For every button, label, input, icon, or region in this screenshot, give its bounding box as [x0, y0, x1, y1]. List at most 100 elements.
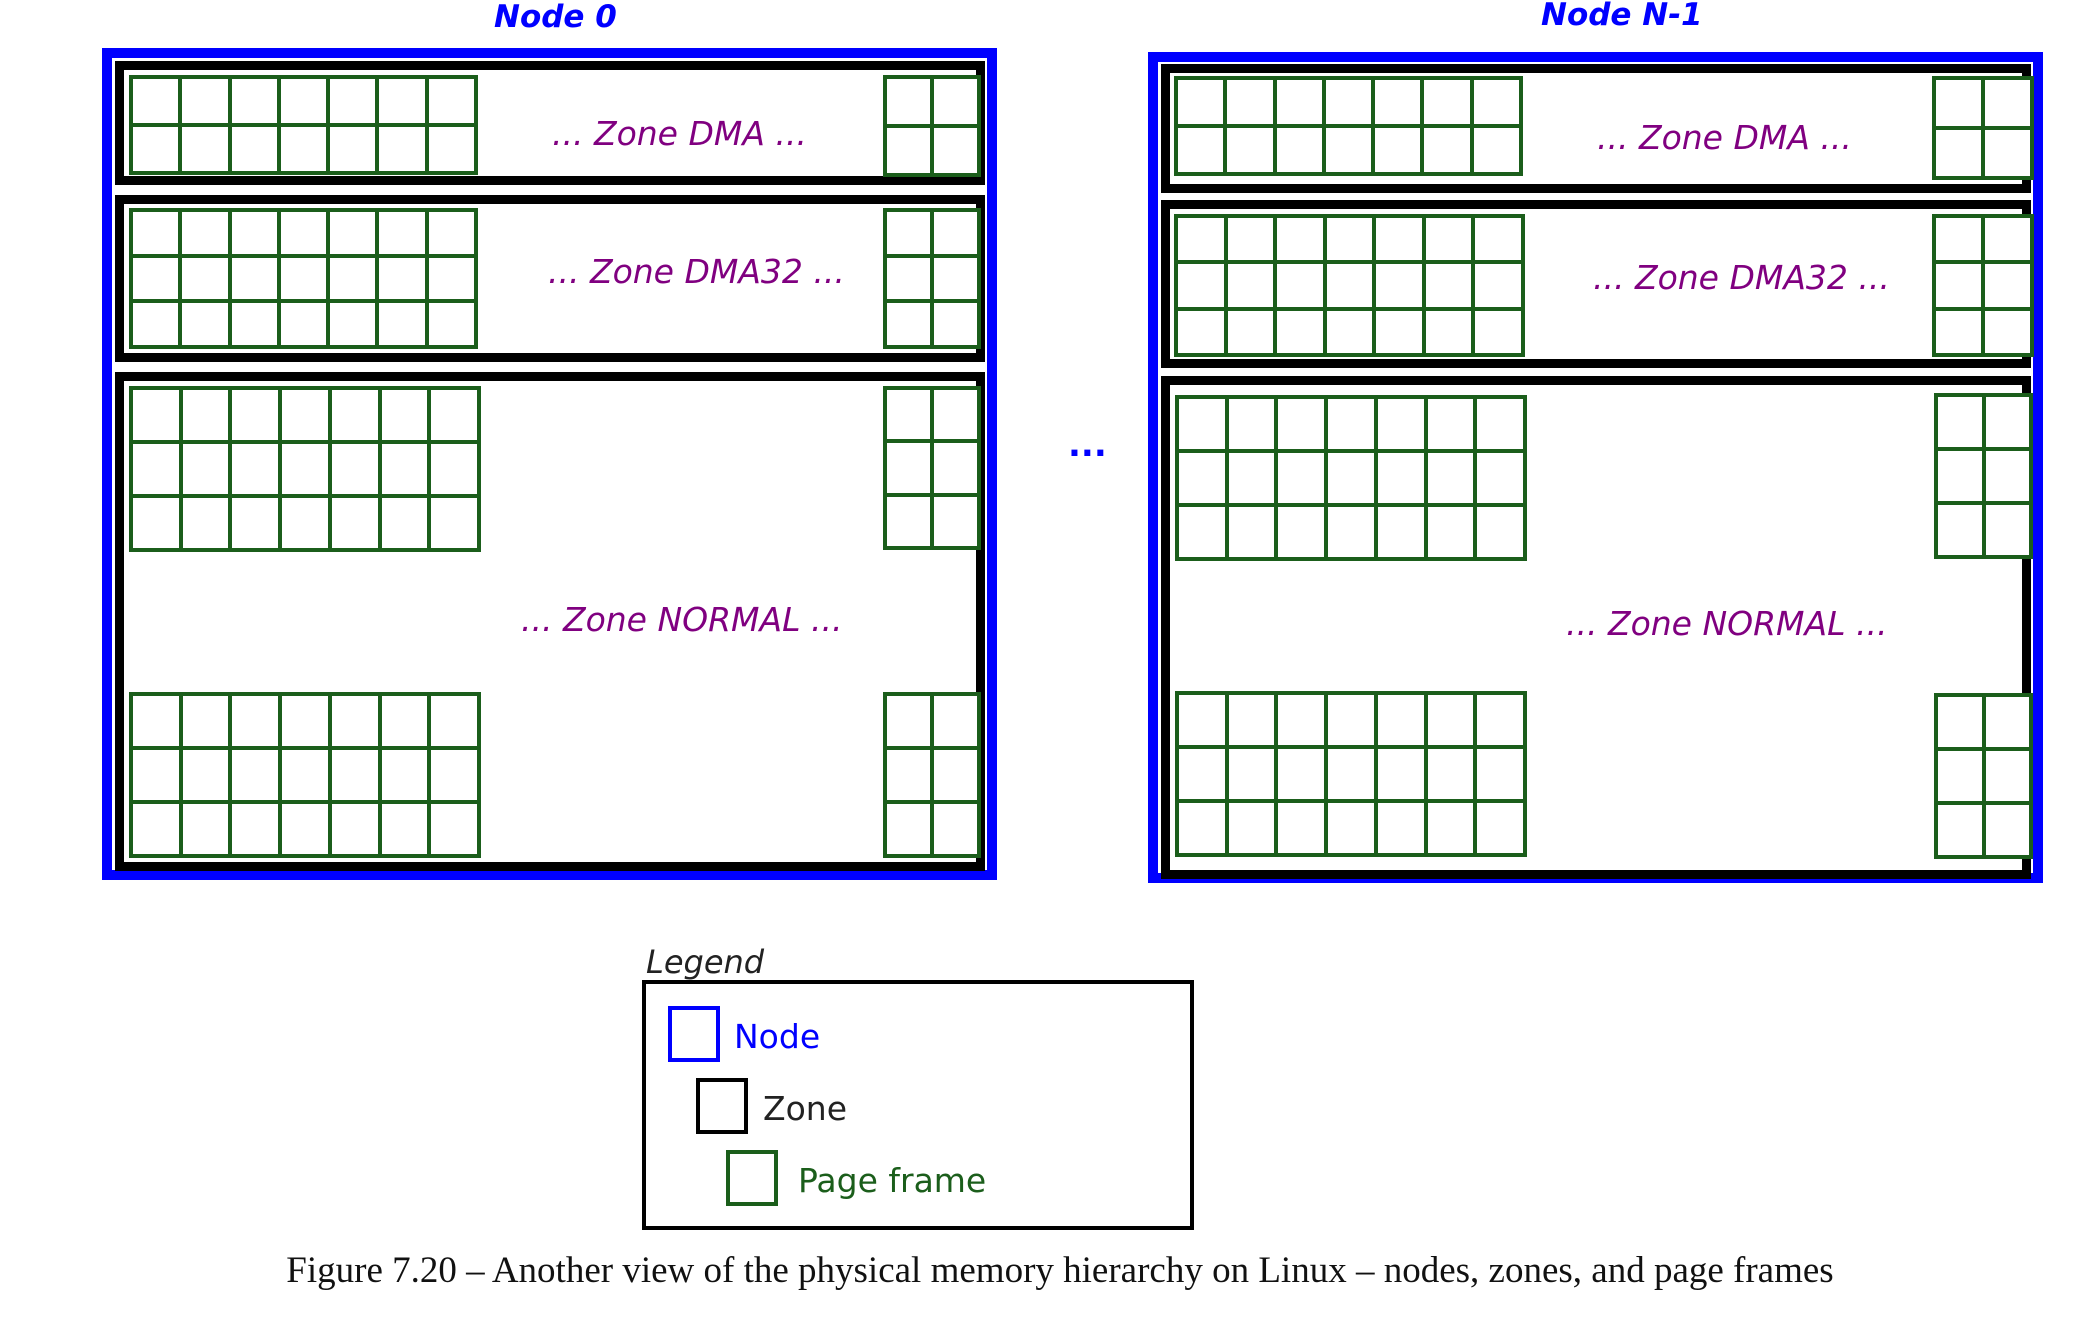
page-frame — [1275, 308, 1325, 355]
page-frame — [426, 255, 476, 302]
page-frame — [1983, 449, 2031, 503]
figure-caption: Figure 7.20 – Another view of the physic… — [286, 1250, 1834, 1291]
page-frame — [377, 210, 427, 256]
node-title: Node 0 — [494, 0, 617, 35]
page-frame — [379, 748, 430, 802]
zone-box-dma: ... Zone DMA ... — [1161, 64, 2034, 193]
page-frame — [1936, 503, 1984, 557]
page-frame — [1176, 216, 1226, 263]
page-frame — [1276, 451, 1327, 505]
page-frame — [278, 77, 329, 125]
page-frame — [1375, 451, 1426, 505]
node-title: Node N-1 — [1541, 0, 1703, 33]
page-frame — [1226, 505, 1277, 559]
page-frame — [1934, 216, 1983, 263]
page-frame — [1934, 262, 1983, 309]
zone-label: ... Zone DMA32 ... — [1593, 258, 1890, 297]
page-frame — [426, 301, 476, 347]
page-frame — [180, 301, 230, 347]
page-frame — [180, 125, 230, 173]
page-frame-grid — [1932, 76, 2034, 180]
page-frame — [1225, 126, 1275, 174]
page-frame — [1326, 747, 1376, 801]
page-frame-grid — [1175, 691, 1527, 857]
page-frame — [932, 77, 979, 126]
page-frame — [1177, 801, 1227, 855]
page-frame — [932, 748, 979, 802]
page-frame — [1324, 262, 1375, 309]
node-box: ... Zone DMA ... ... Zone DMA32 ... ... … — [1148, 52, 2043, 883]
page-frame — [1177, 397, 1227, 451]
page-frame — [131, 442, 181, 496]
page-frame — [1226, 451, 1277, 505]
page-frame — [131, 496, 181, 550]
page-frame — [131, 255, 181, 302]
page-frame — [1176, 262, 1226, 309]
page-frame-grid — [883, 386, 981, 550]
page-frame — [1983, 78, 2032, 128]
page-frame — [377, 255, 427, 302]
page-frame — [229, 125, 279, 173]
page-frame — [379, 694, 430, 748]
zone-box-dma32: ... Zone DMA32 ... — [1161, 200, 2034, 368]
page-frame — [885, 255, 932, 302]
page-frame — [932, 210, 979, 256]
zone-label: ... Zone DMA ... — [552, 114, 807, 153]
page-frame — [1177, 505, 1227, 559]
page-frame — [329, 748, 380, 802]
page-frame-grid — [883, 692, 981, 858]
zone-label: ... Zone DMA ... — [1597, 118, 1852, 157]
page-frame — [280, 694, 330, 748]
page-frame — [1936, 803, 1984, 857]
page-frame — [932, 802, 979, 856]
legend-label-page-frame: Page frame — [798, 1161, 987, 1200]
page-frame — [328, 77, 378, 125]
page-frame — [1936, 449, 1984, 503]
page-frame — [280, 496, 330, 550]
page-frame — [1375, 505, 1426, 559]
page-frame — [1983, 262, 2032, 309]
page-frame — [131, 210, 181, 256]
page-frame — [131, 125, 181, 173]
page-frame-grid — [129, 386, 481, 552]
zone-box-dma: ... Zone DMA ... — [115, 61, 985, 185]
page-frame — [280, 388, 330, 442]
page-frame — [329, 496, 380, 550]
page-frame — [229, 210, 279, 256]
page-frame — [131, 694, 181, 748]
page-frame — [1934, 308, 1983, 355]
page-frame — [429, 748, 479, 802]
page-frame — [180, 77, 230, 125]
page-frame — [1323, 78, 1374, 126]
page-frame — [1473, 308, 1523, 355]
page-frame — [429, 694, 479, 748]
page-frame — [885, 694, 932, 748]
page-frame — [1936, 749, 1984, 803]
page-frame — [1225, 216, 1276, 263]
page-frame — [1373, 78, 1423, 126]
page-frame — [1177, 747, 1227, 801]
page-frame — [1276, 505, 1327, 559]
page-frame — [932, 694, 979, 748]
page-frame-swatch-icon — [726, 1150, 778, 1206]
page-frame-grid — [1934, 693, 2033, 859]
page-frame — [932, 441, 979, 495]
page-frame — [1425, 693, 1476, 747]
page-frame — [1934, 78, 1983, 128]
page-frame — [329, 802, 380, 856]
page-frame — [1983, 695, 2031, 749]
page-frame — [1473, 262, 1523, 309]
page-frame — [377, 125, 427, 173]
page-frame — [329, 694, 380, 748]
page-frame — [885, 802, 932, 856]
page-frame — [885, 126, 932, 175]
page-frame — [932, 301, 979, 347]
page-frame — [377, 301, 427, 347]
page-frame — [1471, 126, 1521, 174]
page-frame — [1983, 749, 2031, 803]
page-frame — [1375, 747, 1426, 801]
page-frame — [229, 301, 279, 347]
page-frame — [429, 388, 479, 442]
page-frame — [1983, 308, 2032, 355]
